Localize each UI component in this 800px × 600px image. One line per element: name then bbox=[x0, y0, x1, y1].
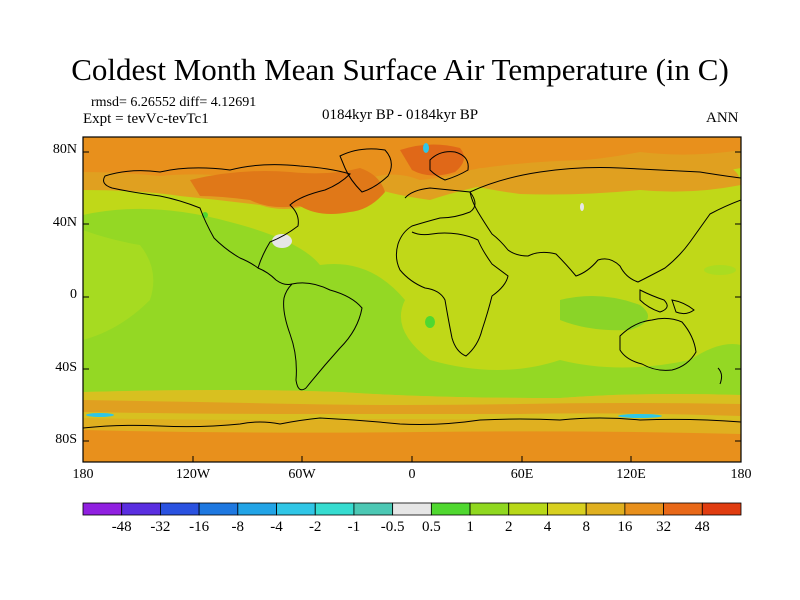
colorbar-label: 32 bbox=[656, 519, 672, 535]
lon-label-180e: 180 bbox=[730, 467, 752, 482]
colorbar-swatch bbox=[198, 502, 239, 516]
colorbar-swatch bbox=[701, 502, 742, 516]
colorbar-label: 2 bbox=[505, 519, 513, 535]
colorbar-swatch bbox=[663, 502, 703, 516]
season-label: ANN bbox=[706, 110, 739, 126]
colorbar-swatch bbox=[276, 502, 316, 516]
colorbar-label: -0.5 bbox=[380, 519, 405, 535]
colorbar-swatch bbox=[237, 502, 277, 516]
colorbar-label: -4 bbox=[270, 519, 283, 535]
lat-label-40n: 40N bbox=[52, 215, 77, 230]
experiment-label: Expt = tevVc-tevTc1 bbox=[83, 111, 209, 127]
colorbar-swatch bbox=[585, 502, 626, 516]
colorbar-swatch bbox=[547, 502, 587, 516]
temperature-field bbox=[83, 137, 741, 462]
lon-label-60w: 60W bbox=[288, 467, 316, 482]
colorbar-swatch bbox=[353, 502, 394, 516]
colorbar-label: -48 bbox=[111, 519, 132, 535]
lat-label-80n: 80N bbox=[52, 142, 77, 157]
colorbar-swatch bbox=[82, 502, 123, 516]
colorbar-swatch bbox=[469, 502, 510, 516]
colorbar-label: -1 bbox=[347, 519, 361, 535]
lon-label-60e: 60E bbox=[510, 467, 534, 482]
colorbar-label: 8 bbox=[582, 519, 590, 535]
period-label: 0184kyr BP - 0184kyr BP bbox=[322, 107, 479, 123]
colorbar-swatch bbox=[121, 502, 161, 516]
axis-ticks bbox=[82, 151, 742, 462]
colorbar-label: 16 bbox=[617, 519, 633, 535]
coastlines bbox=[83, 148, 741, 429]
lat-label-40s: 40S bbox=[55, 360, 77, 375]
lon-label-120w: 120W bbox=[175, 467, 211, 482]
colorbar-swatch bbox=[508, 502, 548, 516]
colorbar-label: -2 bbox=[308, 519, 322, 535]
colorbar-label: 1 bbox=[466, 519, 474, 535]
lat-label-0: 0 bbox=[70, 287, 77, 302]
colorbar-label: 4 bbox=[543, 519, 552, 535]
colorbar-swatch bbox=[392, 502, 432, 516]
stats-label: rmsd= 6.26552 diff= 4.12691 bbox=[91, 95, 257, 110]
colorbar-label: 48 bbox=[694, 519, 710, 535]
colorbar-swatch bbox=[160, 502, 200, 516]
colorbar-label: 0.5 bbox=[422, 519, 441, 535]
colorbar-swatch bbox=[314, 502, 355, 516]
lat-label-80s: 80S bbox=[55, 432, 77, 447]
colorbar-label: -16 bbox=[189, 519, 210, 535]
lon-label-120e: 120E bbox=[616, 467, 646, 482]
map-title: Coldest Month Mean Surface Air Temperatu… bbox=[71, 52, 729, 87]
colorbar-label: -32 bbox=[150, 519, 171, 535]
colorbar-swatch bbox=[430, 502, 471, 516]
colorbar-swatch bbox=[624, 502, 664, 516]
lon-label-0: 0 bbox=[408, 467, 416, 482]
lon-label-180w: 180 bbox=[72, 467, 94, 482]
colorbar-label: -8 bbox=[231, 519, 245, 535]
